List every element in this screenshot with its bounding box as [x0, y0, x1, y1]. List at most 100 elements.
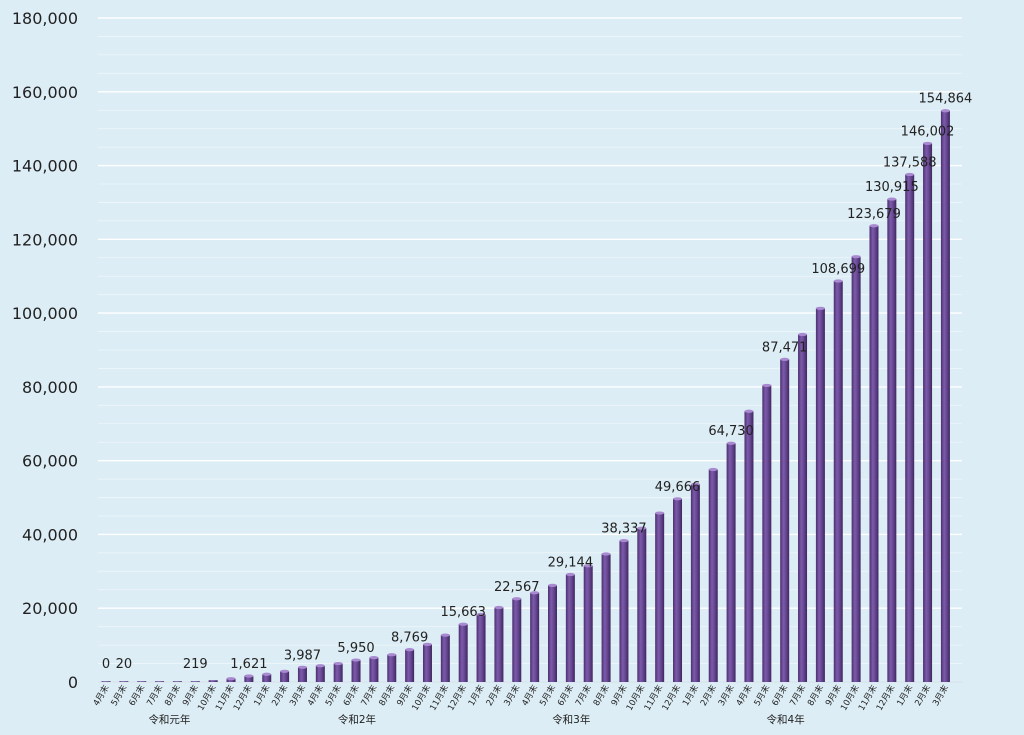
bar — [405, 649, 415, 682]
x-tick-label: 8月末 — [162, 683, 183, 708]
bar — [208, 680, 218, 682]
x-tick-label: 5月末 — [537, 683, 558, 708]
bar — [565, 574, 575, 682]
data-label: 20 — [116, 657, 133, 672]
bar-cap — [226, 677, 236, 681]
y-tick-label: 60,000 — [22, 452, 78, 471]
bar-cap — [940, 109, 950, 113]
bar — [690, 484, 700, 682]
x-tick-label: 1月末 — [466, 683, 487, 708]
bar — [833, 281, 843, 682]
x-tick-label: 3月末 — [930, 683, 951, 708]
bar-cap — [690, 482, 700, 486]
bar-cap — [601, 552, 611, 556]
x-tick-label: 6月末 — [127, 683, 148, 708]
bar — [726, 443, 736, 682]
bar-cap — [851, 255, 861, 259]
bar-cap — [565, 572, 575, 577]
data-label: 22,567 — [494, 580, 540, 595]
bar-cap — [815, 306, 825, 310]
y-tick-label: 40,000 — [22, 525, 78, 544]
data-label: 123,679 — [847, 207, 901, 222]
bar-cap — [780, 357, 790, 361]
bar-cap — [833, 279, 843, 283]
bar — [798, 334, 808, 682]
x-tick-label: 12月末 — [231, 683, 255, 713]
bar — [815, 308, 825, 682]
bar-cap — [405, 648, 415, 652]
x-tick-label: 2月末 — [912, 683, 933, 708]
year-group-label: 令和元年 — [148, 713, 190, 726]
bar — [923, 143, 933, 682]
x-tick-label: 8月末 — [377, 683, 398, 708]
bar-cap — [708, 467, 718, 472]
bar — [297, 667, 307, 682]
x-tick-label: 7月末 — [787, 683, 808, 708]
bar — [155, 681, 165, 682]
bar — [101, 681, 111, 682]
bar — [744, 411, 754, 682]
bar — [351, 660, 361, 682]
bar-cap — [333, 661, 343, 666]
bar — [583, 565, 593, 682]
bar — [869, 225, 879, 683]
data-label: 130,915 — [865, 180, 919, 195]
bar-cap — [798, 332, 808, 337]
bar-cap — [726, 441, 736, 445]
data-label: 15,663 — [440, 605, 486, 620]
bar-cap — [494, 605, 504, 610]
y-tick-label: 20,000 — [22, 599, 78, 618]
bar-cap — [351, 658, 361, 662]
bar-cap — [548, 583, 557, 587]
bar — [422, 644, 432, 682]
x-tick-label: 3月末 — [502, 683, 523, 708]
bar-cap — [637, 526, 647, 530]
bar — [333, 663, 343, 682]
x-tick-label: 1月末 — [895, 683, 916, 708]
bar — [655, 513, 665, 682]
bar-cap — [297, 665, 307, 669]
bar — [244, 676, 254, 682]
data-label: 87,471 — [762, 340, 808, 355]
bar — [262, 674, 272, 682]
bar-cap — [458, 622, 468, 626]
bar — [476, 614, 486, 682]
data-label: 38,337 — [601, 522, 647, 537]
y-tick-label: 120,000 — [12, 230, 78, 249]
x-tick-label: 4月末 — [305, 683, 326, 708]
x-tick-label: 6月末 — [555, 683, 576, 708]
x-tick-label: 1月末 — [680, 683, 701, 708]
bar — [619, 540, 629, 682]
data-label: 108,699 — [811, 262, 865, 277]
bar-cap — [762, 383, 772, 388]
bar-cap — [369, 656, 379, 660]
bar-cap — [262, 672, 272, 676]
x-tick-label: 5月末 — [752, 683, 773, 708]
bar — [458, 624, 468, 682]
bar — [512, 598, 522, 682]
bar-cap — [619, 538, 629, 543]
y-tick-label: 180,000 — [12, 9, 78, 28]
bar-cap — [744, 409, 754, 413]
data-labels: 0 20 219 1,621 3,987 5,950 8,769 15,663 22,567 29… — [102, 92, 972, 672]
bar — [780, 359, 790, 682]
data-label: 1,621 — [230, 657, 267, 672]
bar-cap — [673, 497, 683, 501]
bar-cap — [887, 197, 897, 201]
bar — [315, 665, 325, 682]
bar — [530, 592, 540, 682]
bar-cap — [923, 141, 933, 146]
x-tick-label: 12月末 — [660, 683, 684, 713]
y-tick-label: 160,000 — [12, 83, 78, 102]
bar — [673, 498, 683, 682]
data-label: 64,730 — [708, 424, 754, 439]
data-label: 5,950 — [337, 641, 374, 656]
x-tick-label: 3月末 — [287, 683, 308, 708]
x-tick-label: 7月末 — [144, 683, 165, 708]
bar — [851, 256, 861, 682]
y-axis: 0 20,000 40,000 60,000 80,000 100,000 120,000 1… — [12, 9, 78, 692]
x-tick-label: 7月末 — [573, 683, 594, 708]
bars — [101, 109, 950, 683]
